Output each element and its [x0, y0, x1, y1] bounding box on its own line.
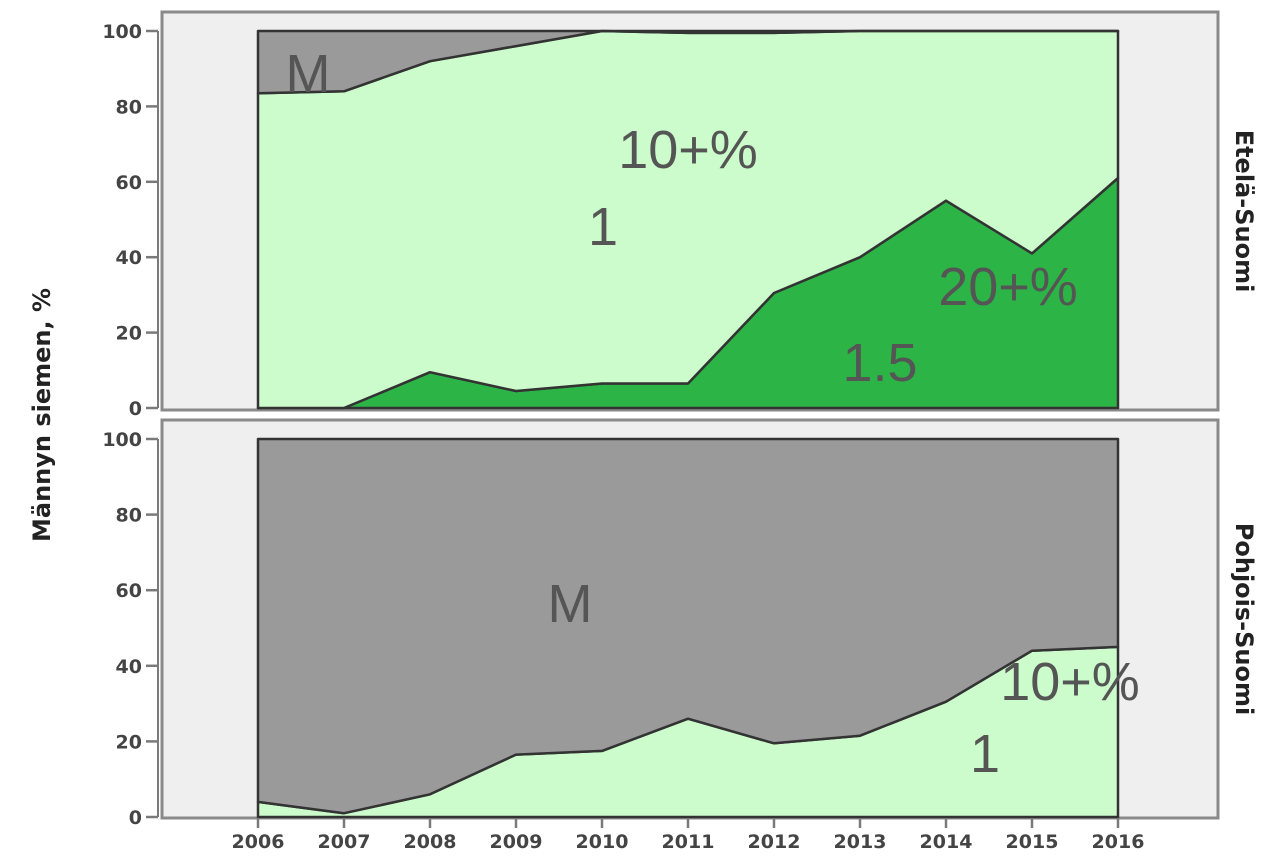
area-annotation: M [548, 574, 593, 634]
x-tick-label: 2006 [232, 831, 285, 853]
x-axis: 2006 2007 2008 2009 2010 2011 2012 2013 2014 2015… [232, 818, 1145, 853]
y-tick-label: 40 [116, 656, 142, 678]
y-tick-label: 60 [116, 172, 142, 194]
x-tick-label: 2016 [1092, 831, 1145, 853]
x-tick-label: 2012 [748, 831, 801, 853]
x-tick-label: 2014 [920, 831, 973, 853]
x-tick-label: 2009 [490, 831, 543, 853]
panel-1: 0 20 40 60 80 100 Etelä-Suomi M 10+%1 20+% 1.5 [102, 10, 1258, 420]
area-annotation: 1.5 [842, 333, 917, 393]
panel-2: 0 20 40 60 80 100 Pohjois-Suomi M 10+%1 [102, 418, 1258, 829]
y-tick-label: 20 [116, 323, 142, 345]
area-annotation: M [286, 44, 331, 104]
area-annotation: 1 [970, 724, 1000, 784]
x-tick-label: 2010 [576, 831, 629, 853]
area-annotation: 20+% [938, 257, 1078, 317]
y-tick-label: 0 [129, 398, 142, 420]
panels-layer: 020406080100Etelä-SuomiM10+%120+%1.50204… [102, 10, 1258, 853]
area-series-m [256, 437, 1120, 815]
y-axis-title: Männyn siemen, % [28, 288, 56, 542]
y-tick-label: 40 [116, 247, 142, 269]
x-tick-label: 2011 [662, 831, 715, 853]
x-tick-label: 2015 [1006, 831, 1059, 853]
x-tick-label: 2007 [318, 831, 371, 853]
y-tick-label: 80 [116, 96, 142, 118]
facet-label: Etelä-Suomi [1230, 130, 1258, 293]
y-tick-label: 100 [102, 21, 142, 43]
y-tick-label: 20 [116, 731, 142, 753]
y-tick-label: 100 [102, 429, 142, 451]
y-tick-label: 60 [116, 580, 142, 602]
area-series-m [256, 29, 1120, 95]
area-annotation: 1 [588, 197, 618, 257]
area-annotation: 10+% [1000, 652, 1140, 712]
area-annotation: 10+% [618, 120, 758, 180]
facet-label: Pohjois-Suomi [1230, 523, 1258, 715]
x-tick-label: 2008 [404, 831, 457, 853]
x-tick-label: 2013 [834, 831, 887, 853]
y-tick-label: 80 [116, 505, 142, 527]
y-tick-label: 0 [129, 807, 142, 829]
